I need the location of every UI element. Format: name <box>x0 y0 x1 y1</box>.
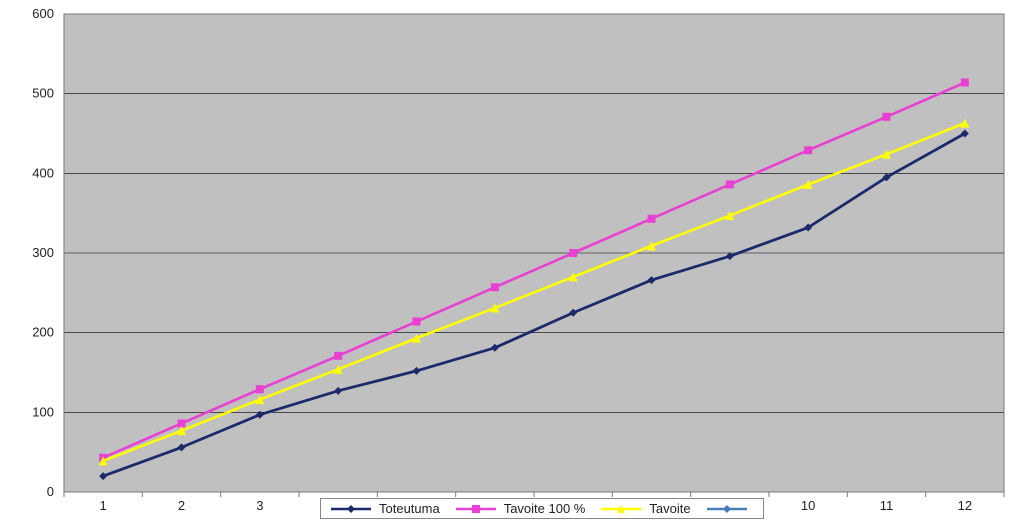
svg-text:0: 0 <box>47 484 54 499</box>
legend-label: Tavoite <box>649 501 690 516</box>
legend-swatch-icon <box>705 502 749 516</box>
legend-item-tavoite100: Tavoite 100 % <box>454 501 586 516</box>
svg-text:11: 11 <box>880 498 894 513</box>
legend-label: Toteutuma <box>379 501 440 516</box>
svg-text:500: 500 <box>32 86 54 101</box>
svg-text:12: 12 <box>958 498 972 513</box>
legend-swatch-icon <box>329 502 373 516</box>
legend: Toteutuma Tavoite 100 % Tavoite <box>320 498 764 519</box>
svg-text:10: 10 <box>801 498 815 513</box>
legend-item-tavoite: Tavoite <box>599 501 690 516</box>
legend-item-toteutuma: Toteutuma <box>329 501 440 516</box>
svg-text:300: 300 <box>32 245 54 260</box>
svg-text:1: 1 <box>100 498 107 513</box>
svg-text:400: 400 <box>32 165 54 180</box>
svg-text:200: 200 <box>32 325 54 340</box>
svg-text:3: 3 <box>256 498 263 513</box>
legend-swatch-icon <box>599 502 643 516</box>
legend-item-blank <box>705 502 755 516</box>
legend-label: Tavoite 100 % <box>504 501 586 516</box>
legend-swatch-icon <box>454 502 498 516</box>
svg-text:600: 600 <box>32 6 54 21</box>
line-chart: 0100200300400500600123456789101112 <box>0 0 1024 528</box>
chart-container: 0100200300400500600123456789101112 Toteu… <box>0 0 1024 528</box>
svg-text:100: 100 <box>32 404 54 419</box>
svg-text:2: 2 <box>178 498 185 513</box>
